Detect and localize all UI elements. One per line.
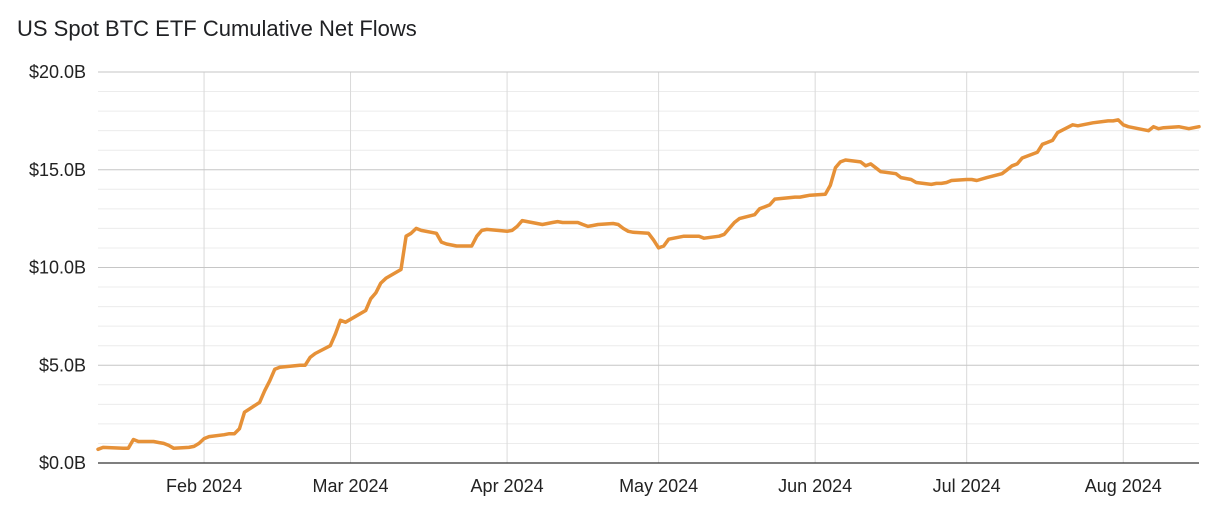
grid-lines xyxy=(98,71,1199,464)
x-tick-label: Mar 2024 xyxy=(312,476,388,496)
y-tick-label: $0.0B xyxy=(39,453,86,473)
x-tick-label: Aug 2024 xyxy=(1085,476,1162,496)
x-tick-label: May 2024 xyxy=(619,476,698,496)
x-tick-label: Jul 2024 xyxy=(933,476,1001,496)
x-axis: Feb 2024 Mar 2024 Apr 2024 May 2024 Jun 2024… xyxy=(166,476,1162,496)
y-axis: $0.0B $5.0B $10.0B $15.0B $20.0B xyxy=(29,62,86,473)
y-tick-label: $5.0B xyxy=(39,355,86,375)
series-group xyxy=(96,118,1201,452)
y-tick-label: $15.0B xyxy=(29,160,86,180)
y-tick-label: $20.0B xyxy=(29,62,86,82)
x-tick-label: Jun 2024 xyxy=(778,476,852,496)
series-line xyxy=(96,118,1201,452)
x-tick-label: Apr 2024 xyxy=(471,476,544,496)
chart-title: US Spot BTC ETF Cumulative Net Flows xyxy=(17,16,417,41)
y-tick-label: $10.0B xyxy=(29,258,86,278)
x-tick-label: Feb 2024 xyxy=(166,476,242,496)
